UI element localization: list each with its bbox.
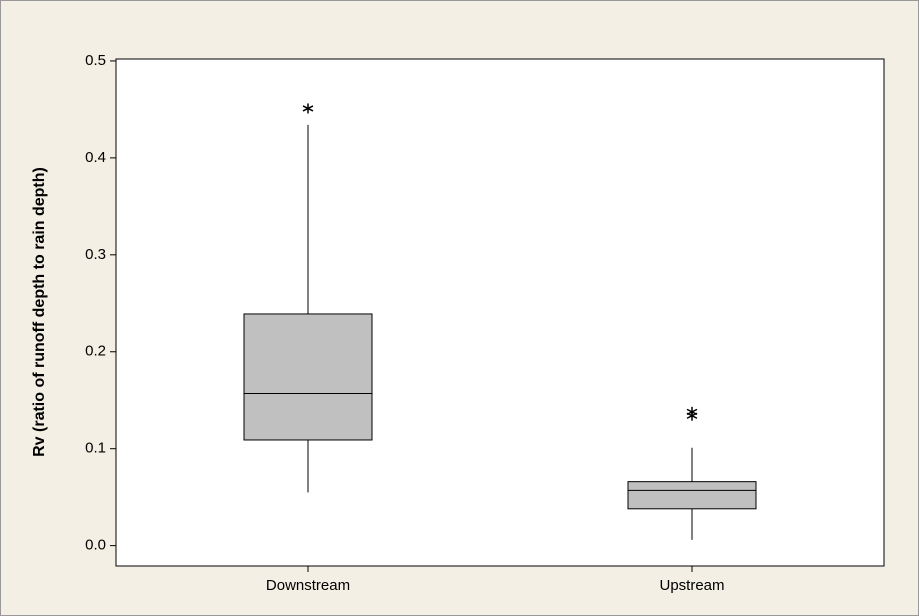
outlier-stroke xyxy=(686,412,698,419)
y-tick-label: 0.4 xyxy=(85,149,106,166)
outlier xyxy=(302,103,314,114)
y-tick-label: 0.0 xyxy=(85,537,106,554)
y-tick-label: 0.5 xyxy=(85,52,106,69)
plot-area xyxy=(115,58,885,567)
outlier-stroke xyxy=(302,105,314,112)
y-tick-label: 0.2 xyxy=(85,343,106,360)
y-tick-label: 0.1 xyxy=(85,440,106,457)
y-tick-label: 0.3 xyxy=(85,246,106,263)
x-tick-label: Downstream xyxy=(266,577,350,594)
box xyxy=(627,481,757,510)
y-axis-label: Rv (ratio of runoff depth to rain depth) xyxy=(31,167,48,457)
box xyxy=(243,313,373,441)
x-tick-label: Upstream xyxy=(659,577,724,594)
outlier xyxy=(686,410,698,421)
